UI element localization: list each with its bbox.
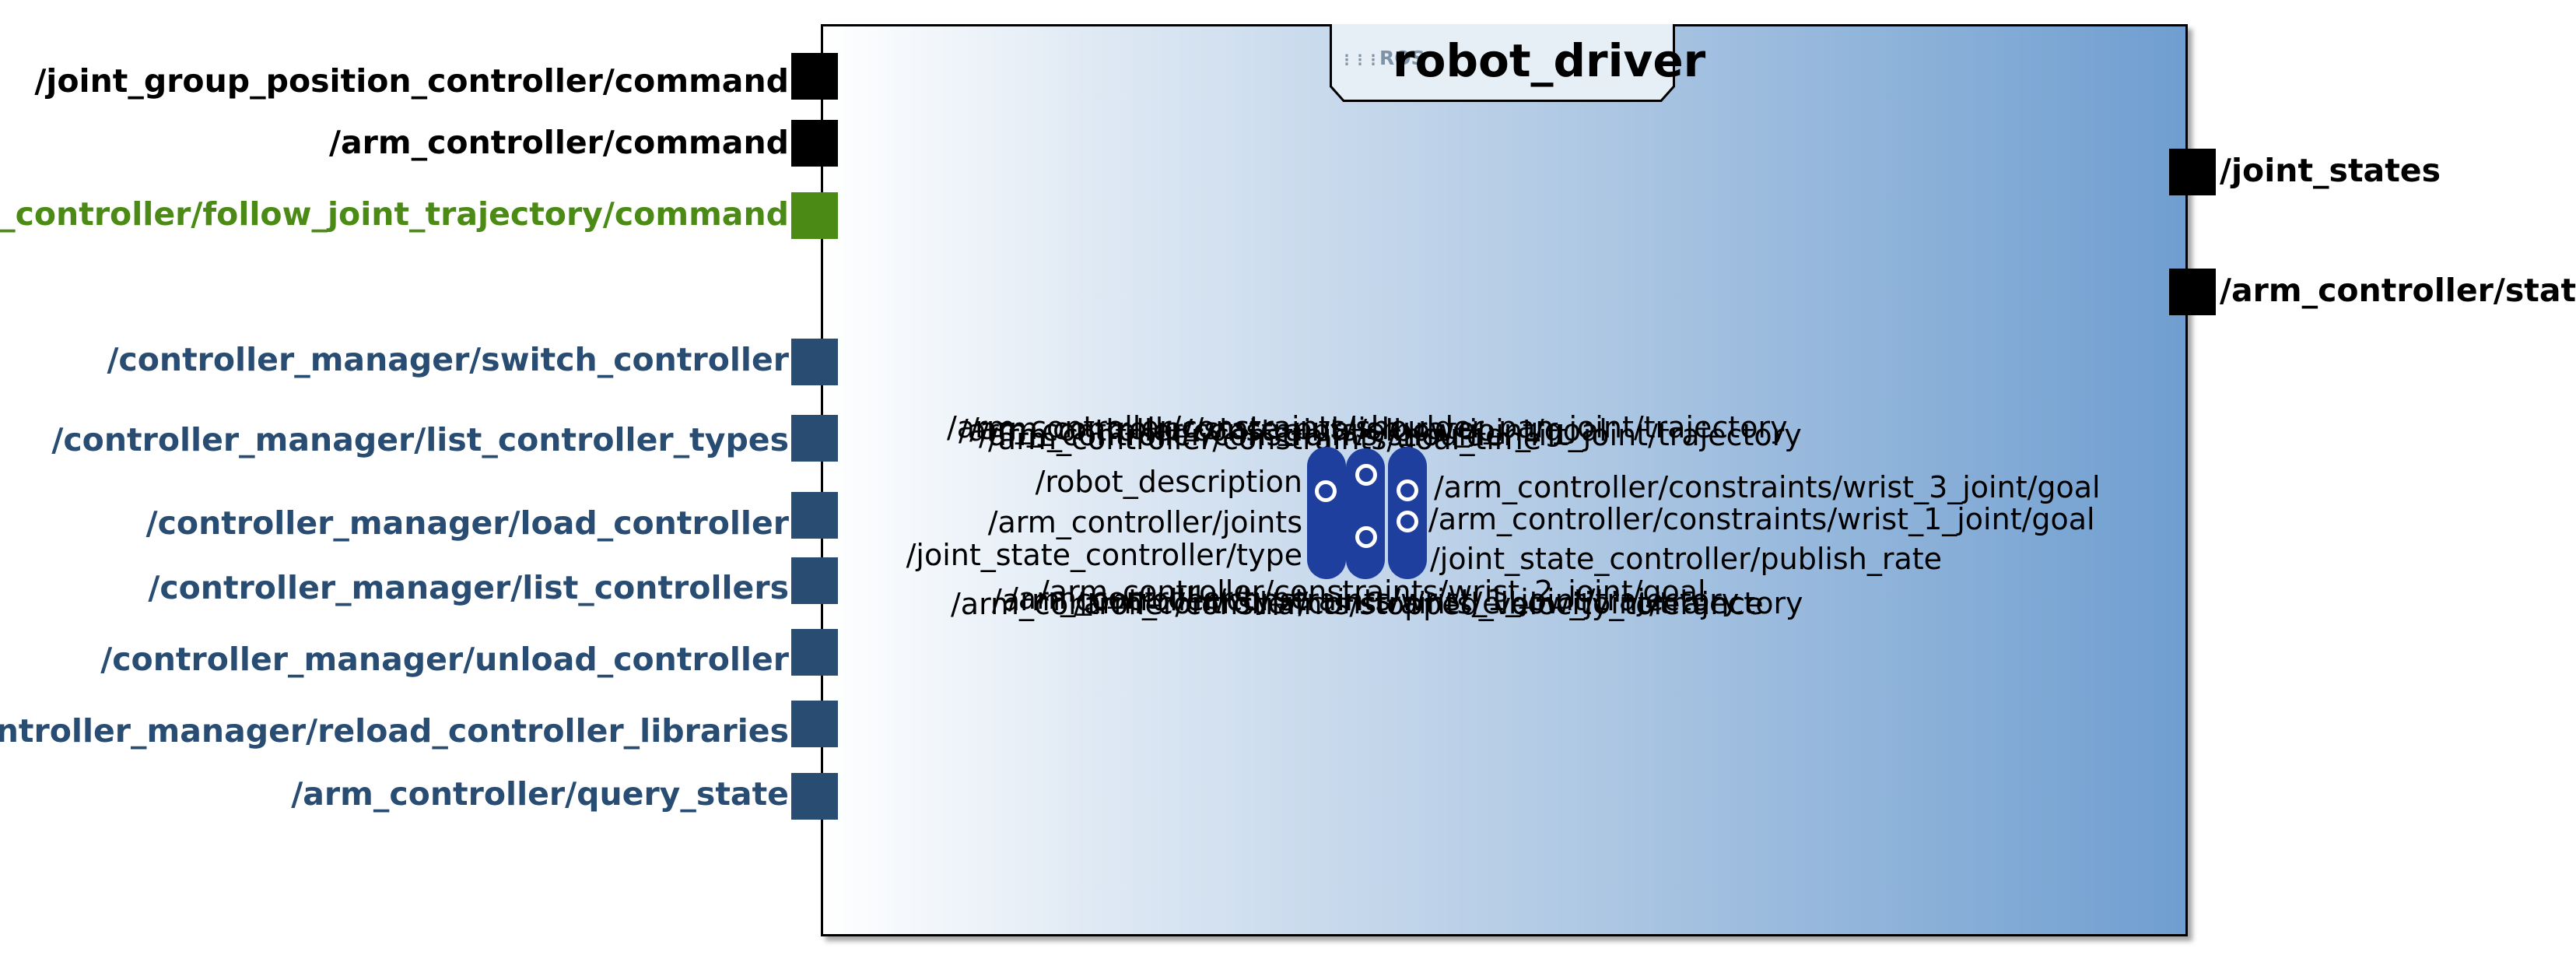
parameter-label: /arm_controller/constraints/goal_time (988, 422, 1542, 456)
port-query-state-service[interactable] (791, 773, 838, 820)
parameter-label: /arm_controller/constraints/wrist_1_join… (992, 583, 1740, 617)
parameter-icon (1355, 526, 1377, 548)
port-joint-group-position-command[interactable] (791, 53, 838, 100)
parameter-label: /arm_controller/constraints/shoulder_lif… (979, 418, 1802, 452)
parameter-label: /arm_controller/constraints/wrist_3_join… (1434, 470, 2101, 504)
port-label: /controller_manager/unload_controller (100, 641, 789, 678)
port-unload-controller-service[interactable] (791, 629, 838, 676)
port-load-controller-service[interactable] (791, 492, 838, 539)
parameter-icon (1315, 480, 1337, 502)
parameter-label: /arm_controller/constraints/elbow_joint/… (1074, 586, 1803, 620)
parameter-pill[interactable] (1307, 447, 1346, 579)
port-reload-controller-libraries-service[interactable] (791, 701, 838, 747)
port-follow-joint-trajectory-action[interactable] (791, 192, 838, 239)
parameter-label: /arm_controller/constraints/wrist_2_join… (1039, 574, 1706, 609)
port-arm-controller-state[interactable] (2169, 269, 2216, 315)
port-switch-controller-service[interactable] (791, 339, 838, 385)
port-label: /arm_controller/follow_joint_trajectory/… (0, 195, 789, 233)
port-list-controllers-service[interactable] (791, 557, 838, 604)
port-label: /arm_controller/query_state (291, 775, 789, 813)
port-label: /joint_group_position_controller/command (34, 62, 789, 100)
port-label: /controller_manager/load_controller (145, 504, 789, 542)
parameter-icon (1355, 464, 1377, 486)
parameter-label: /arm_controller/constraints/stopped_velo… (951, 587, 1764, 621)
parameter-label: /arm_controller/constraints/wrist_1_join… (1428, 502, 2095, 536)
port-label: /controller_manager/list_controller_type… (51, 421, 789, 458)
parameter-icon (1397, 511, 1418, 532)
port-label: /controller_manager/reload_controller_li… (0, 712, 789, 750)
parameter-label: /arm_controller/constraints/shoulder_pan… (947, 410, 1788, 444)
parameter-label: /robot_description (1035, 465, 1302, 499)
parameter-icon (1397, 479, 1418, 501)
parameter-label: /arm_controller/constraints/elbow_joint/… (959, 413, 1607, 448)
port-arm-controller-command[interactable] (791, 120, 838, 167)
port-joint-states[interactable] (2169, 149, 2216, 195)
port-list-controller-types-service[interactable] (791, 415, 838, 462)
parameter-label: /joint_state_controller/publish_rate (1430, 542, 1943, 576)
node-box[interactable] (821, 24, 2188, 936)
node-title: robot_driver (1393, 34, 1706, 87)
parameter-label: /arm_controller/state_publish_rate (969, 412, 1475, 446)
port-label: /controller_manager/list_controllers (148, 569, 789, 606)
port-label: /arm_controller/state (2220, 272, 2576, 309)
parameter-label: /arm_controller/joints (987, 505, 1302, 539)
parameter-label: /joint_state_controller/type (906, 538, 1302, 572)
ros-logo-icon: ⋮⋮⋮ROS (1340, 47, 1425, 69)
parameter-label: /arm_controller/type (1008, 581, 1309, 616)
port-label: /arm_controller/command (329, 124, 789, 161)
port-label: /controller_manager/switch_controller (107, 341, 789, 378)
port-label: /joint_states (2220, 152, 2441, 189)
